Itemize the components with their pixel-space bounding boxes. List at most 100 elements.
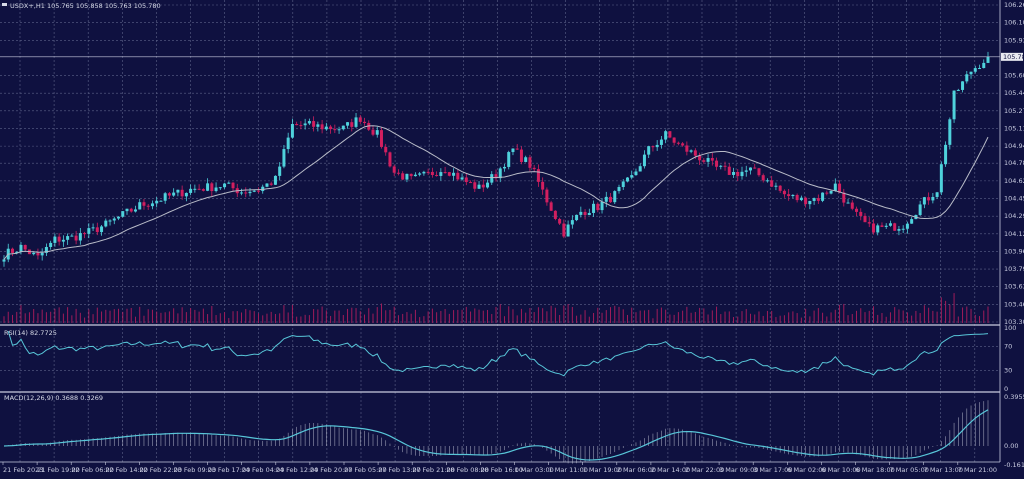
candle-body [498,168,502,179]
candle-body [787,194,791,197]
candle-body [753,167,757,169]
candle-body [672,137,676,143]
time-tick-label: 3 Mar 09:00 [719,466,758,474]
candle-body [969,71,973,75]
candle-body [117,216,121,219]
candle-body [702,160,706,162]
candle-body [710,158,714,161]
candle-body [193,188,197,190]
candle-body [23,244,27,250]
candle-body [515,148,519,150]
candle-body [456,172,460,180]
candle-body [477,184,481,189]
candle-body [748,167,752,171]
time-tick-label: 27 Feb 21:00 [412,466,455,474]
candle-body [312,121,316,127]
candle-body [405,173,409,180]
candle-body [558,218,562,224]
candle-body [842,192,846,203]
candle-body [880,225,884,227]
candle-body [159,200,163,202]
time-tick-label: 1 Mar 11:00 [549,466,588,474]
time-tick-label: 24 Feb 12:00 [276,466,319,474]
time-tick-label: 2 Mar 22:00 [685,466,724,474]
chart-icon [2,3,7,6]
candle-body [736,171,740,177]
candle-body [723,165,727,167]
price-tick-label: 105.110 [1004,124,1024,132]
rsi-line [7,330,989,377]
candle-body [261,186,265,192]
price-tick-label: 103.960 [1004,247,1024,255]
candle-body [244,192,248,194]
candle-body [541,181,545,190]
candle-body [66,236,70,240]
candle-body [609,196,613,203]
candle-body [587,212,591,216]
candle-body [982,62,986,69]
candle-body [430,171,434,176]
candle-body [49,242,53,247]
candle-body [528,157,532,168]
time-tick-label: 21 Feb 2023 [3,466,43,474]
candle-body [100,226,104,233]
candle-body [138,202,142,210]
candle-body [74,235,78,241]
candle-body [795,194,799,201]
candle-body [655,144,659,148]
macd-tick-label: -0.1615 [1004,461,1024,469]
price-tick-label: 103.630 [1004,283,1024,291]
candle-body [112,218,116,221]
candle-body [617,187,621,192]
candle-body [625,177,629,182]
candle-body [447,172,451,176]
candle-body [846,202,850,204]
pane-frames [0,0,1001,463]
candle-body [761,175,765,181]
candle-body [316,124,320,127]
candle-body [337,129,341,131]
rsi-tick-label: 70 [1004,342,1012,350]
candle-body [935,192,939,197]
time-tick-label: 6 Mar 02:00 [787,466,826,474]
time-tick-label: 21 Feb 19:00 [37,466,80,474]
candle-body [833,183,837,191]
candle-body [83,233,87,235]
price-tick-label: 105.440 [1004,89,1024,97]
candle-body [486,182,490,188]
candle-body [778,185,782,191]
candle-body [206,183,210,191]
candle-body [931,196,935,201]
candle-body [545,189,549,203]
candle-body [146,205,150,207]
time-tick-label: 27 Feb 13:00 [378,466,421,474]
candle-body [392,166,396,173]
candle-body [44,246,48,253]
candle-body [167,193,171,196]
candle-body [108,220,112,222]
candle-body [201,189,205,191]
candle-body [32,252,36,255]
candle-body [600,201,604,211]
candle-body [630,175,634,178]
candle-body [905,223,909,229]
candle-body [553,210,557,219]
time-tick-label: 23 Feb 17:00 [208,466,251,474]
time-tick-label: 22 Feb 06:00 [71,466,114,474]
candle-body [532,167,536,170]
candle-body [439,172,443,176]
candle-body [95,227,99,233]
candle-body [490,174,494,183]
candle-body [511,148,515,153]
candle-body [956,89,960,91]
candle-body [596,203,600,211]
candle-body [443,172,447,174]
price-tick-label: 103.795 [1004,265,1024,273]
candle-body [91,227,95,229]
candle-body [519,149,523,162]
candle-body [727,166,731,175]
candle-body [774,185,778,187]
candle-body [358,117,362,122]
candle-body [659,139,663,145]
